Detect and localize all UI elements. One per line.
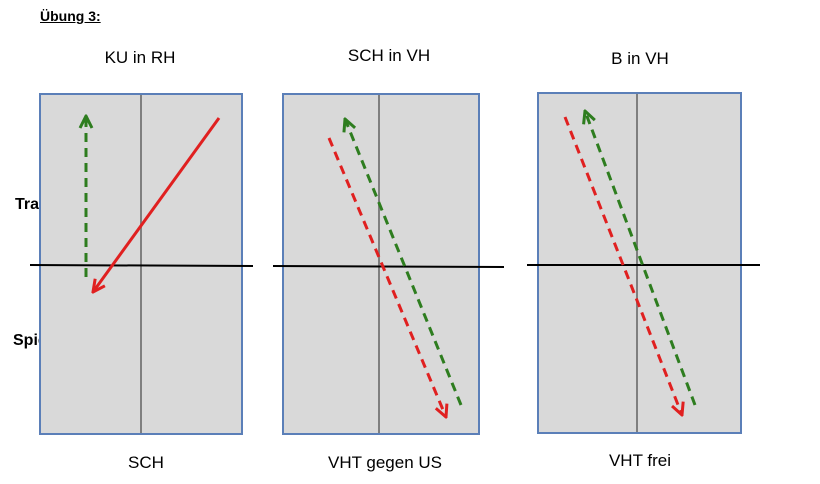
red-ball-path-2: [327, 137, 446, 417]
table-3: [537, 92, 742, 434]
red-ball-path-1: [93, 117, 221, 292]
green-ball-path-2: [345, 119, 463, 406]
table-1-net-line: [29, 264, 254, 267]
panel-2-title: SCH in VH: [347, 46, 431, 65]
table-2-net-line: [272, 265, 505, 268]
panel-3-title: B in VH: [611, 49, 669, 68]
panel-1-title: KU in RH: [104, 48, 176, 67]
exercise-heading: Übung 3:: [40, 8, 101, 24]
green-ball-path-3: [585, 111, 697, 406]
panel-1-caption: SCH: [128, 453, 164, 472]
panel-3-caption: VHT frei: [608, 451, 672, 470]
panel-2-caption: VHT gegen US: [327, 453, 443, 472]
red-ball-path-3: [563, 116, 682, 415]
